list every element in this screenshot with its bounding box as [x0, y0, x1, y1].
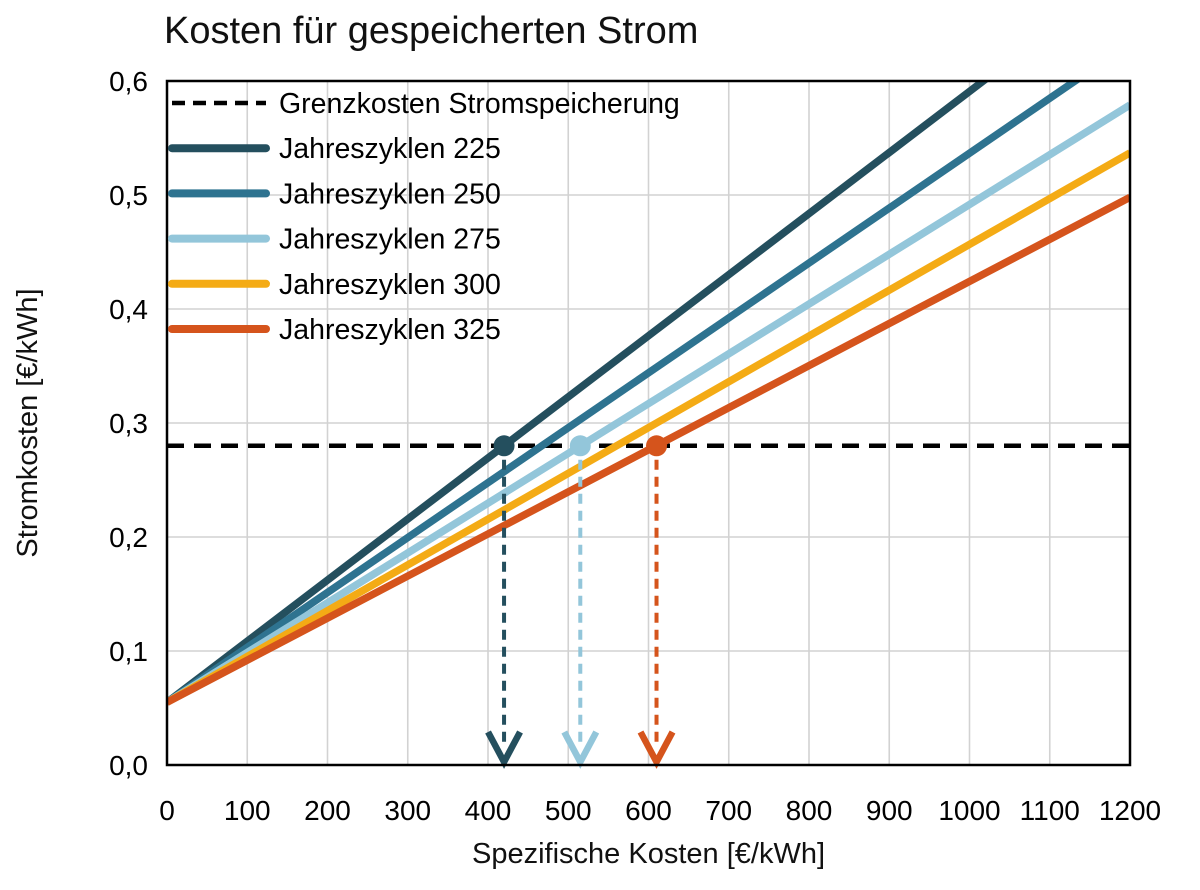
legend-label: Jahreszyklen 250 [279, 178, 501, 210]
y-tick-label: 0,1 [109, 636, 148, 667]
x-tick-label: 400 [465, 795, 512, 826]
x-tick-label: 100 [224, 795, 271, 826]
x-tick-label: 900 [866, 795, 913, 826]
x-tick-label: 500 [545, 795, 592, 826]
x-tick-label: 800 [786, 795, 833, 826]
legend-label: Grenzkosten Stromspeicherung [279, 88, 680, 120]
series-line-jahreszyklen-250 [167, 81, 1082, 706]
legend-label: Jahreszyklen 275 [279, 224, 501, 256]
series-line-jahreszyklen-275 [167, 101, 1130, 706]
legend-item: Grenzkosten Stromspeicherung [172, 88, 680, 120]
x-tick-label: 200 [304, 795, 351, 826]
x-tick-label: 700 [705, 795, 752, 826]
plot-border [165, 79, 1132, 767]
legend-item: Jahreszyklen 300 [168, 269, 501, 301]
legend-item: Jahreszyklen 275 [168, 224, 501, 256]
legend-item: Jahreszyklen 225 [168, 133, 501, 165]
y-tick-label: 0,0 [109, 750, 148, 781]
drop-arrow-head [637, 730, 676, 769]
legend-label: Jahreszyklen 325 [279, 314, 501, 346]
x-tick-label: 0 [159, 795, 175, 826]
x-tick-label: 1100 [1020, 795, 1080, 826]
y-tick-label: 0,2 [109, 522, 148, 553]
series-line-jahreszyklen-300 [167, 149, 1130, 706]
drop-arrow-head [485, 730, 523, 769]
legend-item: Jahreszyklen 250 [168, 178, 501, 210]
y-axis-title: Stromkosten [€/kWh] [12, 288, 44, 558]
y-tick-label: 0,6 [109, 66, 148, 97]
threshold-marker-dot [493, 435, 515, 457]
series-line-jahreszyklen-225 [167, 81, 990, 706]
x-tick-label: 300 [384, 795, 431, 826]
x-axis-title: Spezifische Kosten [€/kWh] [472, 838, 825, 870]
y-tick-label: 0,4 [109, 294, 148, 325]
y-tick-label: 0,3 [109, 408, 148, 439]
legend-label: Jahreszyklen 225 [279, 133, 501, 165]
chart-title: Kosten für gespeicherten Strom [164, 10, 699, 52]
threshold-marker-dot [569, 435, 591, 457]
legend-item: Jahreszyklen 325 [168, 314, 501, 346]
legend-label: Jahreszyklen 300 [279, 269, 501, 301]
drop-arrow-head [561, 730, 600, 769]
x-tick-label: 600 [625, 795, 672, 826]
x-tick-label: 1000 [938, 795, 1000, 826]
y-tick-label: 0,5 [109, 180, 148, 211]
threshold-marker-dot [646, 435, 668, 457]
x-tick-label: 1200 [1099, 795, 1161, 826]
